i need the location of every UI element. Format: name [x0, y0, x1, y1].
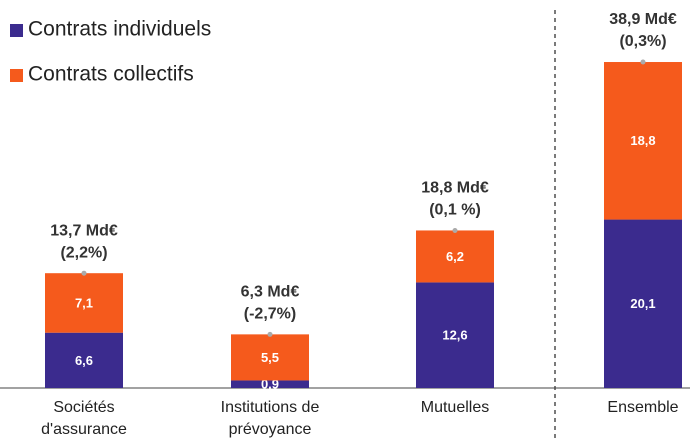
total-label: 18,8 Md€ [421, 180, 489, 197]
x-tick-label: Mutuelles [420, 399, 490, 416]
total-change: (0,1 %) [429, 202, 481, 219]
value-label: 6,2 [446, 249, 464, 264]
value-label: 6,6 [75, 353, 93, 368]
bar-segment [604, 219, 682, 388]
x-tick-label: Sociétés d'assurance [41, 399, 127, 438]
total-label: 13,7 Md€ [50, 222, 118, 239]
total-dot [640, 59, 646, 65]
total-dot [452, 227, 458, 233]
legend-swatch [10, 24, 23, 37]
x-tick-label: Institutions de prévoyance [220, 399, 320, 438]
bar-segment [604, 62, 682, 220]
bar-segment [45, 332, 123, 388]
x-tick-label: Ensemble [607, 399, 679, 416]
total-change: (2,2%) [60, 244, 107, 261]
bar-segment [416, 230, 494, 283]
total-change: (0,3%) [619, 33, 666, 50]
total-label: 38,9 Md€ [609, 11, 677, 28]
bar-segment [231, 334, 309, 381]
value-label: 12,6 [442, 328, 467, 343]
bar-segment [416, 282, 494, 388]
bar-segment [45, 273, 123, 333]
value-label: 18,8 [630, 133, 655, 148]
value-label: 20,1 [630, 296, 655, 311]
total-change: (-2,7%) [244, 306, 296, 323]
total-dot [267, 331, 273, 337]
legend-swatch [10, 69, 23, 82]
value-label: 5,5 [261, 350, 279, 365]
legend-label: Contrats collectifs [28, 63, 194, 86]
legend-label: Contrats individuels [28, 18, 211, 41]
value-label: 7,1 [75, 295, 93, 310]
total-label: 6,3 Md€ [241, 284, 300, 301]
bar-segment [231, 380, 309, 388]
total-dot [81, 270, 87, 276]
